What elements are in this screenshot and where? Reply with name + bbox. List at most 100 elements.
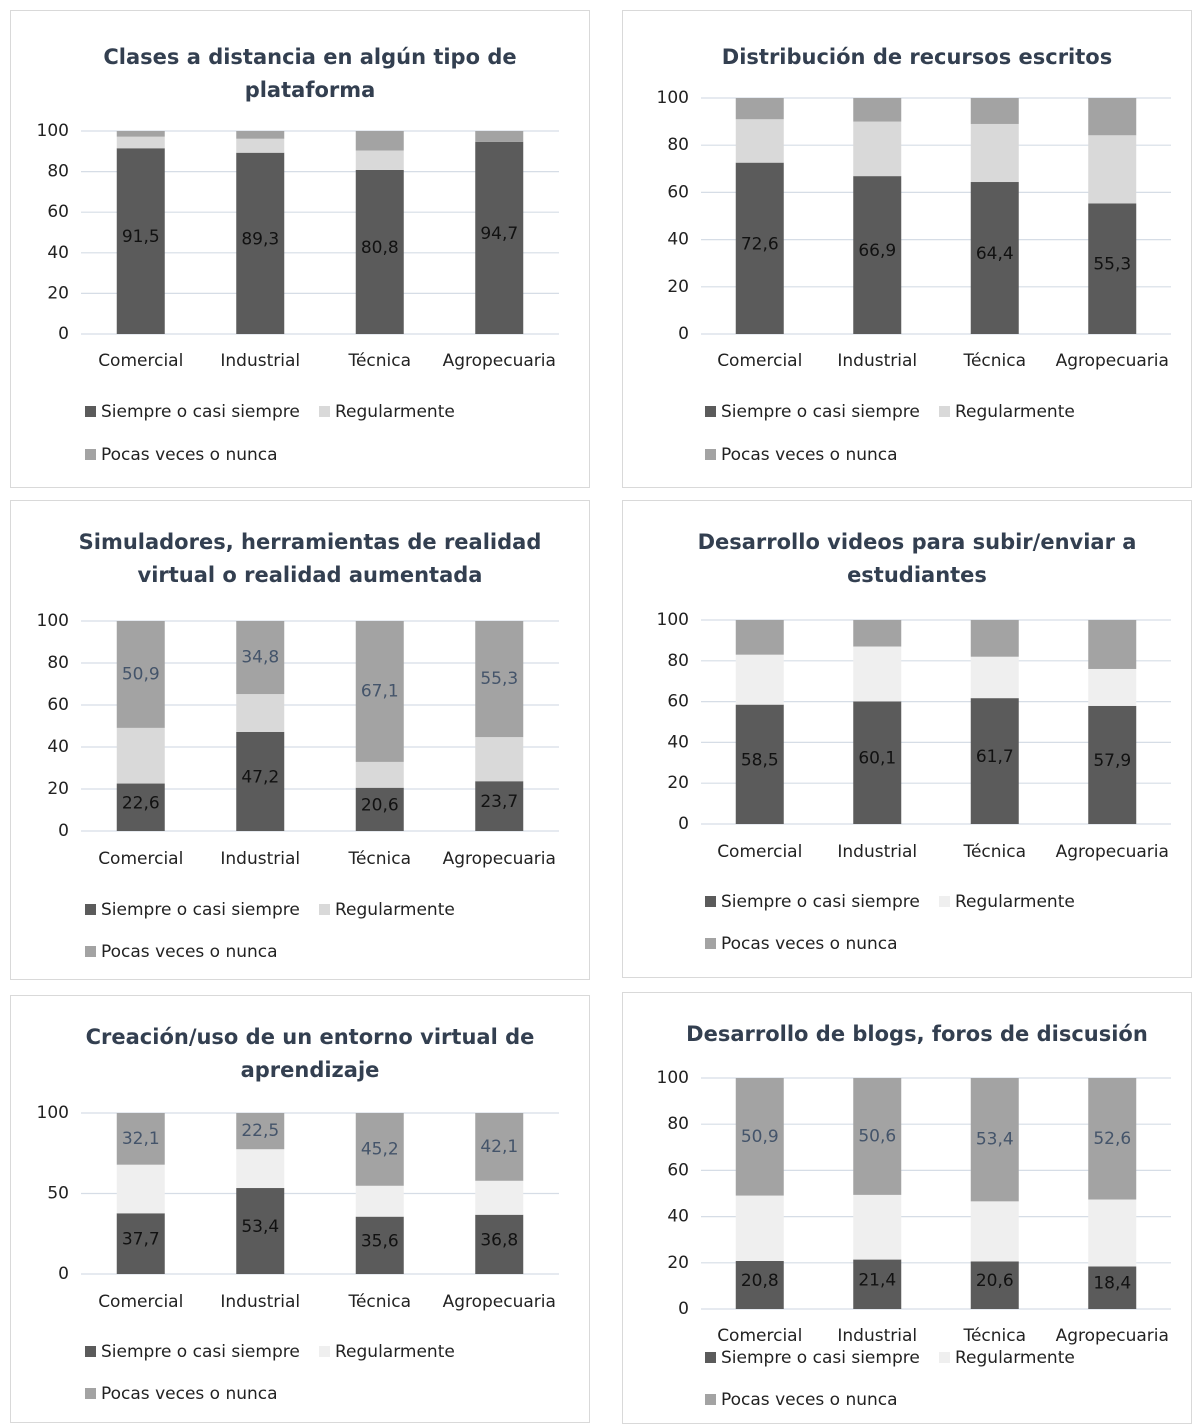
data-label: 23,7: [480, 792, 518, 812]
chart: 0 20 40 60 80 100 Comercial 22,6 50,9 Industrial 4…: [37, 611, 559, 962]
legend-label: Siempre o casi siempre: [721, 402, 920, 422]
data-label: 36,8: [480, 1230, 518, 1250]
data-label: 55,3: [1093, 255, 1131, 275]
y-tick-label: 0: [58, 324, 69, 344]
data-label: 22,5: [241, 1121, 279, 1141]
legend-swatch: [939, 1352, 950, 1363]
legend-swatch: [85, 449, 96, 460]
bar-segment: [236, 152, 285, 334]
y-tick-label: 100: [37, 1103, 69, 1123]
y-tick-label: 80: [667, 135, 689, 155]
bar-segment: [236, 1113, 285, 1150]
y-tick-label: 50: [47, 1184, 69, 1204]
data-label: 50,6: [858, 1126, 896, 1146]
data-label: 22,6: [122, 793, 160, 813]
data-label: 18,4: [1093, 1274, 1131, 1294]
bar-segment: [475, 781, 524, 831]
y-tick-label: 20: [47, 283, 69, 303]
legend-swatch: [85, 1346, 96, 1357]
bar-segment: [116, 1164, 165, 1214]
bar-segment: [853, 646, 902, 702]
bar-segment: [853, 1078, 902, 1195]
data-label: 20,8: [741, 1271, 779, 1291]
legend-label: Siempre o casi siempre: [101, 402, 300, 422]
legend-label: Pocas veces o nunca: [101, 1384, 278, 1404]
data-label: 91,5: [122, 227, 160, 247]
x-tick-label: Industrial: [220, 849, 300, 869]
x-tick-label: Industrial: [220, 1292, 300, 1312]
legend-label: Regularmente: [335, 900, 455, 920]
bar-segment: [355, 150, 404, 170]
y-tick-label: 20: [47, 779, 69, 799]
bar-segment: [853, 1194, 902, 1260]
bar-segment: [355, 761, 404, 788]
data-label: 64,4: [976, 244, 1014, 264]
bar-segment: [970, 656, 1019, 699]
bar-segment: [1088, 668, 1137, 706]
chart-panel: Simuladores, herramientas de realidad vi…: [10, 500, 590, 980]
legend-label: Pocas veces o nunca: [721, 445, 898, 465]
x-tick-label: Industrial: [837, 842, 917, 862]
bar-segment: [475, 737, 524, 782]
data-label: 37,7: [122, 1230, 160, 1250]
y-tick-label: 60: [667, 1160, 689, 1180]
chart-title: Distribución de recursos escritos: [721, 45, 1113, 69]
bar-segment: [970, 1201, 1019, 1262]
legend-swatch: [705, 406, 716, 417]
bar-segment: [970, 698, 1019, 824]
data-label: 53,4: [976, 1130, 1014, 1150]
data-label: 55,3: [480, 669, 518, 689]
bar-segment: [355, 1216, 404, 1274]
bar-segment: [735, 119, 784, 163]
x-tick-label: Agropecuaria: [1056, 351, 1169, 371]
y-tick-label: 0: [678, 1299, 689, 1319]
bar-segment: [236, 1149, 285, 1189]
legend-label: Regularmente: [335, 1342, 455, 1362]
legend-label: Regularmente: [955, 892, 1075, 912]
bar-segment: [236, 131, 285, 139]
x-tick-label: Agropecuaria: [443, 849, 556, 869]
bar-segment: [735, 654, 784, 705]
bar-segment: [116, 727, 165, 784]
data-label: 72,6: [741, 234, 779, 254]
x-tick-label: Comercial: [98, 1292, 183, 1312]
x-tick-label: Comercial: [717, 1326, 802, 1346]
x-tick-label: Agropecuaria: [443, 351, 556, 371]
y-tick-label: 100: [657, 1068, 689, 1088]
bar-segment: [970, 98, 1019, 124]
bar-segment: [236, 694, 285, 732]
x-tick-label: Técnica: [962, 1326, 1026, 1346]
bar-segment: [475, 1113, 524, 1181]
x-tick-label: Agropecuaria: [443, 1292, 556, 1312]
y-tick-label: 100: [657, 610, 689, 630]
legend-swatch: [85, 406, 96, 417]
legend-swatch: [85, 1388, 96, 1399]
bar-segment: [475, 1214, 524, 1274]
chart-title: Desarrollo de blogs, foros de discusión: [686, 1022, 1148, 1046]
data-label: 94,7: [480, 224, 518, 244]
x-tick-label: Comercial: [98, 849, 183, 869]
data-label: 34,8: [241, 648, 279, 668]
legend-label: Siempre o casi siempre: [721, 892, 920, 912]
bar-segment: [355, 169, 404, 334]
bar-segment: [475, 141, 524, 334]
x-tick-label: Técnica: [347, 849, 411, 869]
bar-segment: [853, 701, 902, 824]
legend-swatch: [85, 904, 96, 915]
data-label: 47,2: [241, 767, 279, 787]
bar-segment: [1088, 135, 1137, 204]
legend-swatch: [319, 904, 330, 915]
legend-label: Regularmente: [955, 402, 1075, 422]
legend-swatch: [705, 449, 716, 460]
legend-label: Siempre o casi siempre: [101, 1342, 300, 1362]
legend-label: Siempre o casi siempre: [101, 900, 300, 920]
data-label: 35,6: [361, 1231, 399, 1251]
x-tick-label: Comercial: [717, 351, 802, 371]
legend-swatch: [939, 406, 950, 417]
data-label: 50,9: [741, 1127, 779, 1147]
chart-title: Simuladores, herramientas de realidad vi…: [78, 530, 542, 587]
legend-swatch: [705, 1394, 716, 1405]
x-tick-label: Técnica: [347, 351, 411, 371]
bar-segment: [853, 98, 902, 122]
